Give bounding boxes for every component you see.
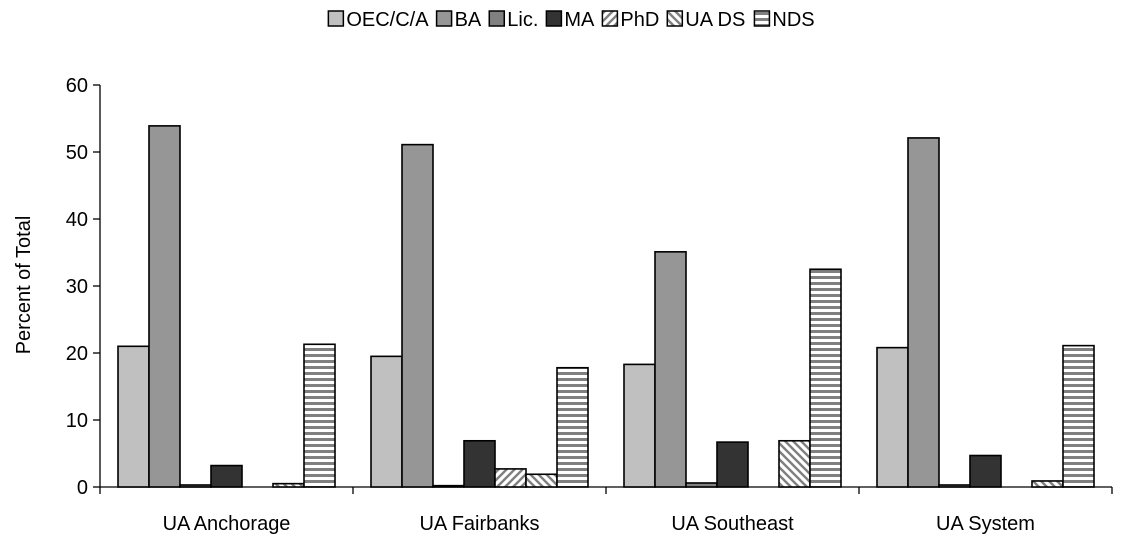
legend-label: UA DS	[685, 9, 745, 31]
bar-lic	[938, 484, 971, 488]
bar-nds	[1062, 344, 1095, 488]
legend-label: Lic.	[507, 9, 538, 31]
bar-ua-ds	[272, 482, 305, 488]
bar-ba	[148, 125, 181, 488]
bar-ua-ds	[778, 439, 811, 488]
legend-label: PhD	[620, 9, 659, 31]
legend-label: BA	[455, 9, 482, 31]
bar-ma	[716, 441, 749, 488]
legend-label: NDS	[772, 9, 814, 31]
y-tick-label: 40	[66, 209, 88, 231]
legend-item-lic: Lic.	[488, 9, 538, 31]
bar-lic	[179, 484, 212, 488]
legend-item-ua-ds: UA DS	[666, 9, 745, 31]
y-tick-label: 30	[66, 276, 88, 298]
bar-ba	[654, 251, 687, 488]
bar-oec-c-a	[117, 345, 150, 488]
bars	[117, 125, 1095, 488]
bar-ma	[210, 464, 243, 488]
legend-swatch	[666, 10, 684, 27]
legend-swatch	[753, 10, 771, 27]
legend-swatch	[327, 10, 345, 27]
legend-item-phd: PhD	[601, 9, 659, 31]
legend-item-ma: MA	[545, 9, 595, 31]
bar-phd	[494, 468, 527, 488]
bar-lic	[685, 482, 718, 488]
legend-label: MA	[564, 9, 595, 31]
legend-item-oec-c-a: OEC/C/A	[327, 9, 429, 31]
y-tick-label: 0	[77, 477, 88, 499]
bar-oec-c-a	[370, 355, 403, 488]
x-category-label: UA Anchorage	[163, 513, 291, 535]
bar-ba	[401, 143, 434, 488]
bar-oec-c-a	[623, 363, 656, 488]
bar-lic	[432, 484, 465, 488]
legend-label: OEC/C/A	[346, 9, 429, 31]
legend-swatch	[435, 10, 453, 27]
y-tick-label: 10	[66, 410, 88, 432]
y-axis: 0 10 20 30 40 50 60	[66, 75, 101, 499]
bar-ua-ds	[525, 473, 558, 488]
legend-swatch	[545, 10, 563, 27]
x-category-label: UA Southeast	[671, 513, 794, 535]
legend: OEC/C/A BA Lic. MA PhD UA DS NDS	[327, 9, 815, 31]
y-tick-label: 20	[66, 343, 88, 365]
legend-swatch	[488, 10, 506, 27]
y-tick-label: 60	[66, 75, 88, 97]
y-tick-label: 50	[66, 142, 88, 164]
bar-ma	[463, 439, 496, 488]
x-axis: UA Anchorage UA Fairbanks UA Southeast UA S…	[99, 486, 1113, 535]
bar-ba	[907, 137, 940, 488]
x-category-label: UA Fairbanks	[419, 513, 539, 535]
x-category-label: UA System	[936, 513, 1035, 535]
bar-nds	[809, 268, 842, 488]
y-axis-title: Percent of Total	[13, 216, 35, 355]
bar-oec-c-a	[876, 346, 909, 488]
bar-nds	[556, 366, 589, 488]
bar-ua-ds	[1031, 480, 1064, 488]
bar-ma	[969, 454, 1002, 488]
legend-item-ba: BA	[435, 9, 482, 31]
bar-nds	[303, 343, 336, 488]
legend-swatch	[601, 10, 619, 27]
legend-item-nds: NDS	[753, 9, 815, 31]
